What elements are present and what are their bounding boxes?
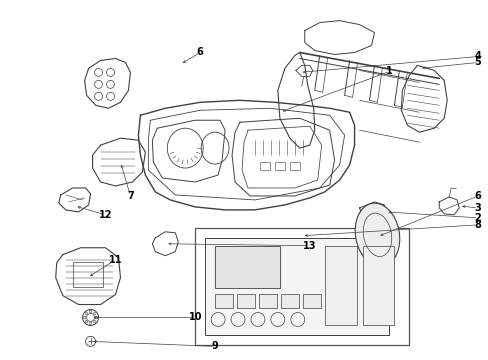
Bar (260, 162, 269, 170)
Bar (274, 162, 285, 170)
Bar (302, 293, 320, 307)
Ellipse shape (354, 203, 399, 266)
Text: 1: 1 (385, 67, 392, 76)
Text: 6: 6 (474, 191, 481, 201)
Bar (362, 246, 394, 325)
Bar (205, 238, 388, 336)
Text: 3: 3 (474, 203, 481, 213)
Text: 13: 13 (303, 241, 316, 251)
Bar (215, 293, 233, 307)
Text: 5: 5 (474, 58, 481, 67)
Bar (324, 246, 356, 325)
Bar (73, 262, 102, 287)
Text: 4: 4 (474, 51, 481, 62)
Text: 7: 7 (127, 191, 134, 201)
Bar (259, 293, 276, 307)
Text: 2: 2 (474, 213, 481, 223)
Text: 6: 6 (196, 48, 203, 58)
Bar (215, 246, 279, 288)
Text: 12: 12 (99, 210, 112, 220)
Bar (237, 293, 254, 307)
Bar (195, 228, 408, 345)
Text: 9: 9 (211, 341, 218, 351)
Text: 8: 8 (474, 220, 481, 230)
Text: 10: 10 (188, 312, 202, 323)
Bar (289, 162, 299, 170)
Bar (280, 293, 298, 307)
Text: 11: 11 (108, 255, 122, 265)
